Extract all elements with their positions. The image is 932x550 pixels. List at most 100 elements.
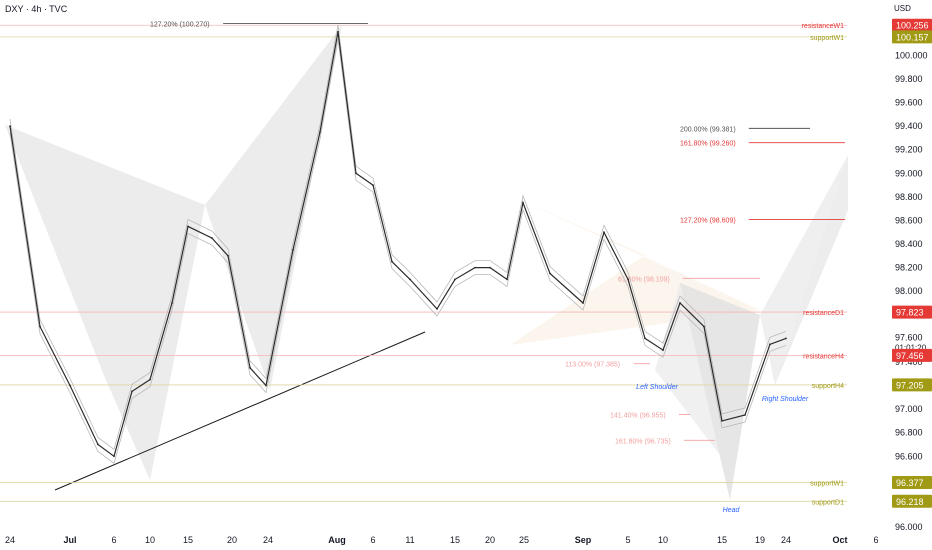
price-point <box>97 443 99 446</box>
price-point <box>249 366 251 369</box>
price-point <box>9 125 11 128</box>
fib-label: 113.00% (97.385) <box>565 362 620 369</box>
price-badge-value: 96.377 <box>896 478 924 488</box>
price-point <box>436 307 438 310</box>
price-point <box>292 249 294 251</box>
price-badge <box>892 348 932 362</box>
price-point <box>506 278 508 281</box>
price-point <box>337 30 339 33</box>
time-tick-label: 10 <box>658 535 668 545</box>
price-tick-label: 96.600 <box>895 451 923 461</box>
price-point <box>113 455 115 458</box>
time-tick-label: 20 <box>485 535 495 545</box>
time-tick-label: 20 <box>227 535 237 545</box>
price-point <box>627 278 629 281</box>
price-point <box>69 384 71 387</box>
pattern-hs-head <box>680 283 760 500</box>
harmonic-patterns <box>5 25 848 500</box>
price-badge <box>892 30 932 44</box>
fib-label: 127.20% (98.609) <box>680 217 736 224</box>
price-point <box>391 260 393 263</box>
trendline[interactable] <box>54 331 426 491</box>
time-tick-label: 5 <box>625 535 630 545</box>
price-point <box>703 325 705 328</box>
fib-label: 141.40% (96.955) <box>610 412 666 419</box>
price-point <box>522 201 524 204</box>
pattern-label: Left Shoulder <box>636 384 678 391</box>
price-axis-bg <box>848 0 932 550</box>
price-badge-value: 97.456 <box>896 351 924 361</box>
pattern-xab-left <box>5 125 205 378</box>
time-tick-label: 11 <box>405 535 414 545</box>
level-name: supportH4 <box>812 383 844 390</box>
price-point <box>721 419 723 422</box>
price-badge-value: 96.218 <box>896 497 924 507</box>
price-point <box>211 237 213 240</box>
price-point <box>489 266 491 269</box>
time-tick-label: 15 <box>717 535 727 545</box>
pattern-label: Right Shoulder <box>762 396 809 403</box>
price-tick-label: 97.000 <box>895 404 923 414</box>
price-badge <box>892 476 932 490</box>
price-tick-label: 96.000 <box>895 522 923 532</box>
price-tick-label: 100.000 <box>895 50 928 60</box>
price-point <box>355 172 357 175</box>
price-point <box>662 349 664 352</box>
time-tick-label: 15 <box>183 535 193 545</box>
price-envelope-upper <box>9 24 787 450</box>
pattern-hs-right-2 <box>775 155 848 385</box>
price-badge-value: 100.256 <box>896 21 929 31</box>
time-axis[interactable]: 24 Jul 6 10 15 20 24 Aug 6 11 15 20 25 Sep 5 10 15 19 24 Oc… <box>5 535 879 545</box>
time-tick-label: 19 <box>755 535 765 545</box>
fib-label: 127.20% (100.270) <box>150 22 210 29</box>
level-name: supportD1 <box>812 499 844 506</box>
pattern-bcd-left <box>105 205 205 480</box>
price-tick-label: 99.200 <box>895 145 923 155</box>
time-tick-label: 6 <box>873 535 878 545</box>
pattern-hs-right <box>760 155 848 385</box>
time-tick-label: Sep <box>575 535 592 545</box>
level-name: resistanceW1 <box>802 23 845 30</box>
price-badge <box>892 18 932 32</box>
price-point <box>582 302 584 304</box>
pattern-label: Head <box>723 507 741 514</box>
time-tick-label: 24 <box>5 535 15 545</box>
time-tick-label: 24 <box>781 535 791 545</box>
price-axis[interactable]: 96.00096.20096.40096.60096.80097.00097.2… <box>848 0 932 550</box>
time-tick-label: 24 <box>263 535 273 545</box>
price-point <box>769 343 771 346</box>
price-tick-label: 97.400 <box>895 357 923 367</box>
price-tick-label: 99.800 <box>895 74 923 84</box>
price-envelope-lower <box>9 38 787 464</box>
price-tick-label: 98.400 <box>895 239 923 249</box>
price-tick-label: 98.000 <box>895 286 923 296</box>
price-tick-label: 98.200 <box>895 263 923 273</box>
time-tick-label: 25 <box>519 535 529 545</box>
last-price-badge <box>892 329 932 352</box>
price-tick-label: 99.000 <box>895 168 923 178</box>
price-point <box>409 278 411 281</box>
price-badges: resistanceW1 100.256 supportW1 100.157 resis… <box>802 18 932 508</box>
fib-annotations: 127.20% (100.270) 200.00% (99.381) 161.80%… <box>150 22 845 445</box>
price-point <box>227 254 229 257</box>
level-name: supportW1 <box>810 481 844 488</box>
price-point <box>454 278 456 281</box>
time-tick-label: 15 <box>450 535 460 545</box>
price-badge-value: 100.157 <box>896 32 929 42</box>
price-point <box>474 266 476 269</box>
time-tick-label: Jul <box>63 535 76 545</box>
fib-label: 161.80% (96.735) <box>615 438 671 445</box>
price-tick-label: 99.600 <box>895 98 923 108</box>
time-tick-label: Oct <box>832 535 847 545</box>
price-tick-label: 98.800 <box>895 192 923 202</box>
price-series <box>9 24 787 464</box>
price-point <box>39 325 41 328</box>
time-tick-label: 10 <box>145 535 155 545</box>
level-name: resistanceH4 <box>803 353 844 360</box>
price-badge <box>892 378 932 392</box>
fib-label: 161.80% (99.260) <box>680 141 736 148</box>
price-point <box>265 384 267 387</box>
price-point <box>187 225 189 228</box>
level-name: resistanceD1 <box>803 310 844 317</box>
